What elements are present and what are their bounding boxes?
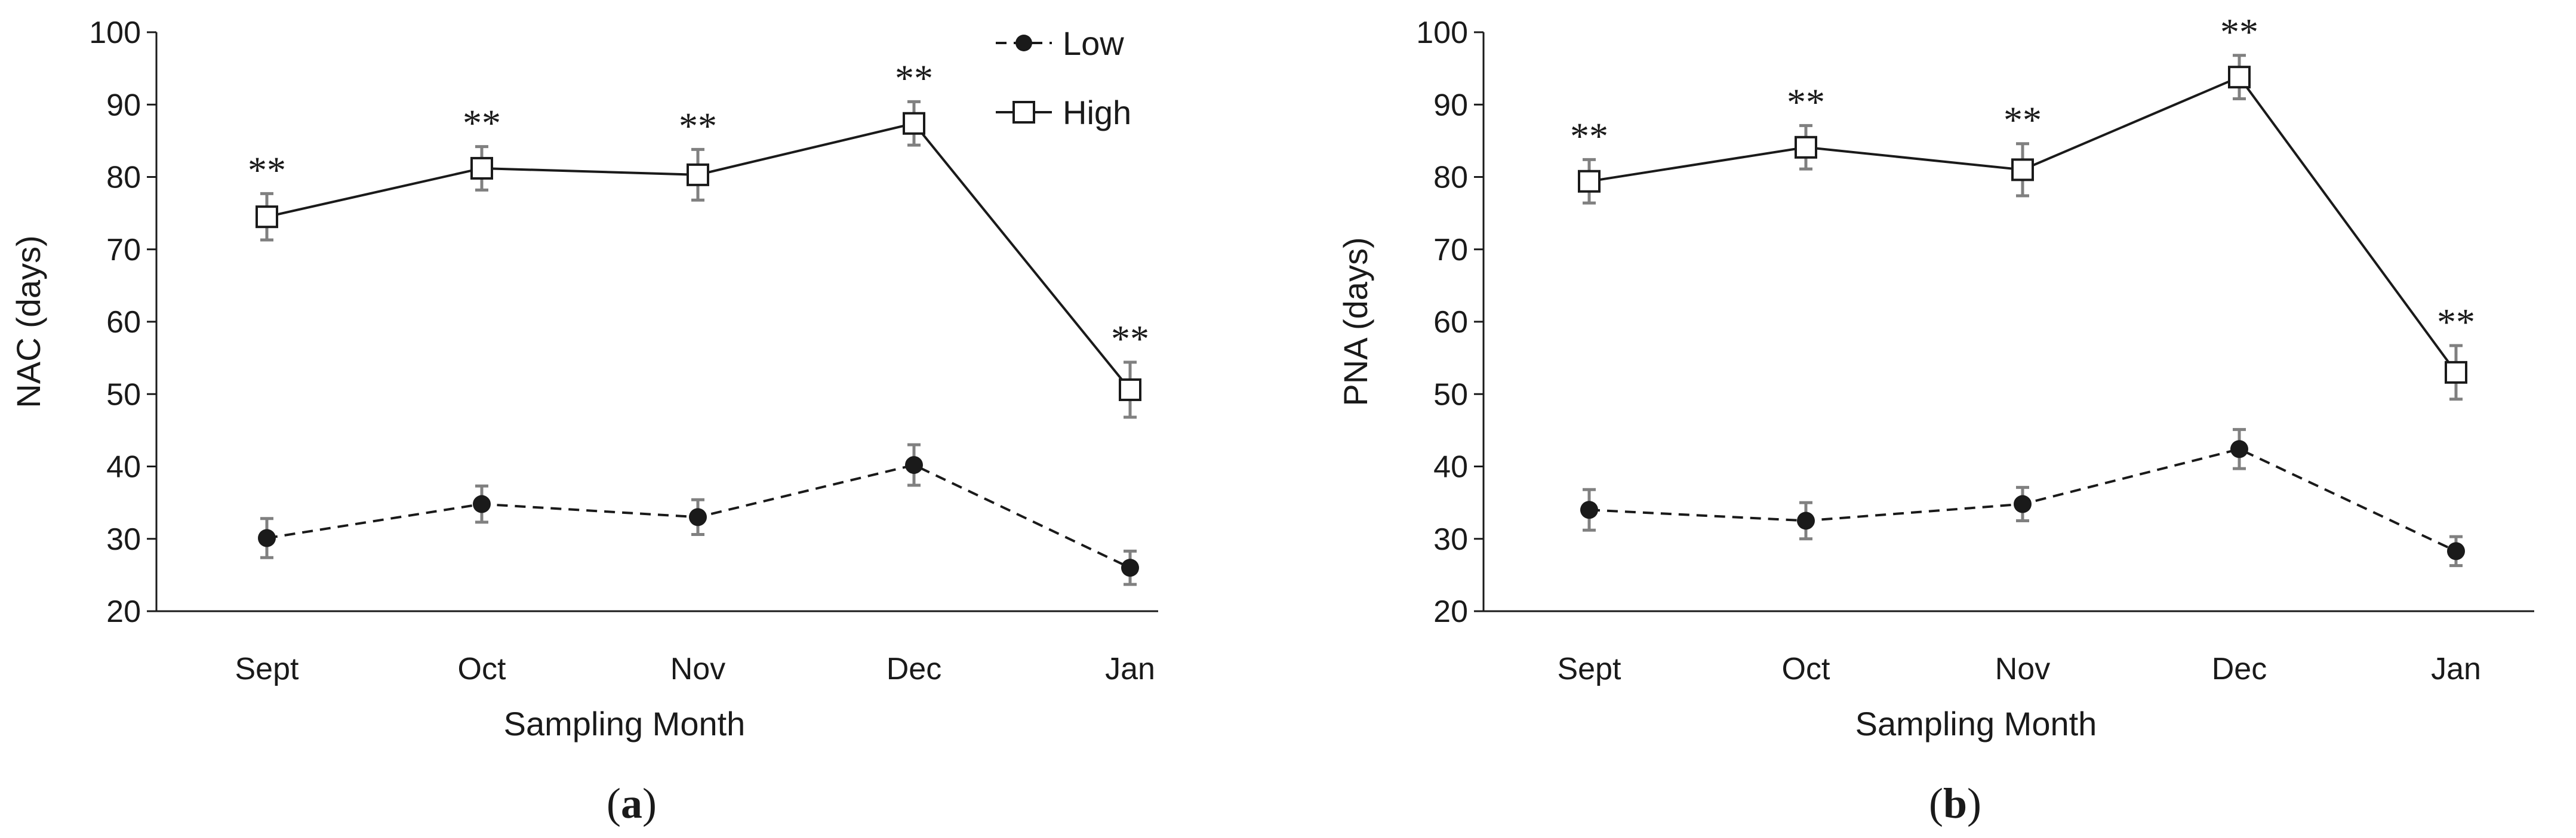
legend-label-high: High xyxy=(1063,94,1131,131)
significance-annotation: ** xyxy=(2003,99,2042,141)
data-point-high xyxy=(470,156,493,180)
data-point-low xyxy=(905,456,923,475)
y-axis-title: PNA (days) xyxy=(1337,237,1374,406)
y-tick-label: 20 xyxy=(1433,594,1468,629)
y-tick-label: 30 xyxy=(106,522,141,557)
y-tick-label: 70 xyxy=(1433,233,1468,267)
data-point-high xyxy=(2011,158,2034,181)
legend: Low High xyxy=(996,24,1131,131)
series-high xyxy=(256,100,1141,419)
y-tick-label: 60 xyxy=(1433,305,1468,340)
legend-marker-high xyxy=(1012,101,1035,124)
panel-label: (b) xyxy=(1929,780,1981,827)
significance-annotation: ** xyxy=(679,104,717,147)
y-tick-label: 70 xyxy=(106,233,141,267)
chart-panel-b: 20 30 40 50 60 70 80 90 100 Sept Oct Nov Dec Jan Sampl… xyxy=(1337,11,2534,827)
panel-label-open-paren: ( xyxy=(607,780,621,827)
panel-label-letter: a xyxy=(621,780,642,827)
x-tick-label-oct: Oct xyxy=(1782,652,1830,686)
chart-panel-a: 20 30 40 50 60 70 80 90 100 Sept Oct Nov Dec Jan Sampl… xyxy=(10,16,1158,827)
data-point-high xyxy=(903,112,925,135)
data-point-low xyxy=(1797,512,1815,530)
data-point-high xyxy=(1119,378,1141,401)
y-tick-label: 40 xyxy=(1433,450,1468,485)
series-low xyxy=(258,443,1139,586)
x-tick-label-nov: Nov xyxy=(1995,652,2050,686)
data-point-low xyxy=(2230,440,2248,458)
panel-label-letter: b xyxy=(1943,780,1967,827)
legend-marker-low xyxy=(1015,35,1032,51)
y-tick-label: 80 xyxy=(106,161,141,195)
y-tick-label: 90 xyxy=(106,88,141,122)
x-tick-label-oct: Oct xyxy=(458,652,506,686)
significance-annotation: ** xyxy=(463,102,501,144)
legend-label-low: Low xyxy=(1063,24,1124,62)
significance-annotation: ** xyxy=(248,149,286,191)
series-low xyxy=(1580,428,2465,568)
x-tick-label-dec: Dec xyxy=(2212,652,2267,686)
panel-label-close-paren: ) xyxy=(642,780,657,827)
panel-label-open-paren: ( xyxy=(1929,780,1943,827)
data-point-low xyxy=(2014,495,2032,513)
data-point-high xyxy=(1578,170,1601,193)
data-point-low xyxy=(1121,559,1139,577)
data-point-low xyxy=(689,508,707,526)
significance-annotation: ** xyxy=(2437,301,2475,343)
y-tick-label: 40 xyxy=(106,450,141,485)
y-tick-label: 50 xyxy=(106,377,141,412)
data-point-high xyxy=(1795,135,1817,159)
panel-label: (a) xyxy=(607,780,657,827)
x-tick-label-sept: Sept xyxy=(235,652,300,686)
y-axis-title: NAC (days) xyxy=(10,235,47,408)
y-tick-label: 90 xyxy=(1433,88,1468,122)
x-tick-label-nov: Nov xyxy=(670,652,725,686)
y-tick-label: 60 xyxy=(106,305,141,340)
panel-label-close-paren: ) xyxy=(1967,780,1981,827)
x-tick-label-jan: Jan xyxy=(1105,652,1155,686)
x-tick-label-dec: Dec xyxy=(887,652,941,686)
data-point-high xyxy=(2228,66,2251,89)
x-axis-title: Sampling Month xyxy=(1855,705,2097,743)
series-high xyxy=(1578,54,2467,401)
data-point-low xyxy=(258,529,276,547)
data-point-low xyxy=(1580,501,1598,519)
data-point-high xyxy=(687,163,709,186)
x-axis-title: Sampling Month xyxy=(504,705,746,743)
y-tick-label: 100 xyxy=(1416,16,1468,50)
data-point-low xyxy=(473,495,491,513)
significance-annotation: ** xyxy=(1111,318,1149,360)
significance-annotation: ** xyxy=(1570,115,1608,157)
y-tick-label: 100 xyxy=(89,16,141,50)
y-tick-label: 80 xyxy=(1433,161,1468,195)
x-tick-label-sept: Sept xyxy=(1558,652,1622,686)
y-tick-label: 30 xyxy=(1433,522,1468,557)
data-point-high xyxy=(256,205,278,229)
significance-annotation: ** xyxy=(1787,81,1825,123)
significance-annotation: ** xyxy=(895,57,933,99)
data-point-low xyxy=(2447,542,2465,560)
data-point-high xyxy=(2445,361,2467,384)
x-tick-label-jan: Jan xyxy=(2431,652,2481,686)
significance-annotation: ** xyxy=(2220,11,2258,53)
y-tick-label: 50 xyxy=(1433,377,1468,412)
y-tick-label: 20 xyxy=(106,594,141,629)
